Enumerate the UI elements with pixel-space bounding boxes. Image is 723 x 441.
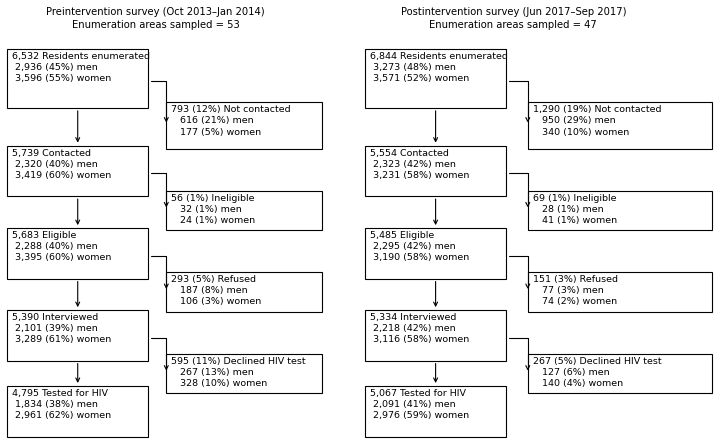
Text: 56 (1%) Ineligible
   32 (1%) men
   24 (1%) women: 56 (1%) Ineligible 32 (1%) men 24 (1%) w… [171, 194, 255, 225]
Text: 293 (5%) Refused
   187 (8%) men
   106 (3%) women: 293 (5%) Refused 187 (8%) men 106 (3%) w… [171, 275, 262, 306]
FancyBboxPatch shape [365, 386, 506, 437]
Text: 5,683 Eligible
 2,288 (40%) men
 3,395 (60%) women: 5,683 Eligible 2,288 (40%) men 3,395 (60… [12, 231, 111, 262]
Text: 793 (12%) Not contacted
   616 (21%) men
   177 (5%) women: 793 (12%) Not contacted 616 (21%) men 17… [171, 105, 291, 137]
FancyBboxPatch shape [166, 272, 322, 312]
FancyBboxPatch shape [7, 146, 148, 196]
Text: 5,554 Contacted
 2,323 (42%) men
 3,231 (58%) women: 5,554 Contacted 2,323 (42%) men 3,231 (5… [370, 149, 469, 180]
Text: 5,390 Interviewed
 2,101 (39%) men
 3,289 (61%) women: 5,390 Interviewed 2,101 (39%) men 3,289 … [12, 313, 111, 344]
Text: 5,334 Interviewed
 2,218 (42%) men
 3,116 (58%) women: 5,334 Interviewed 2,218 (42%) men 3,116 … [370, 313, 469, 344]
Text: 5,485 Eligible
 2,295 (42%) men
 3,190 (58%) women: 5,485 Eligible 2,295 (42%) men 3,190 (58… [370, 231, 469, 262]
FancyBboxPatch shape [166, 191, 322, 230]
Text: 267 (5%) Declined HIV test
   127 (6%) men
   140 (4%) women: 267 (5%) Declined HIV test 127 (6%) men … [533, 357, 662, 388]
FancyBboxPatch shape [528, 191, 712, 230]
Text: 1,290 (19%) Not contacted
   950 (29%) men
   340 (10%) women: 1,290 (19%) Not contacted 950 (29%) men … [533, 105, 662, 137]
Text: 4,795 Tested for HIV
 1,834 (38%) men
 2,961 (62%) women: 4,795 Tested for HIV 1,834 (38%) men 2,9… [12, 389, 111, 420]
FancyBboxPatch shape [528, 102, 712, 149]
Text: Preintervention survey (Oct 2013–Jan 2014)
Enumeration areas sampled = 53: Preintervention survey (Oct 2013–Jan 201… [46, 7, 265, 30]
Text: 5,739 Contacted
 2,320 (40%) men
 3,419 (60%) women: 5,739 Contacted 2,320 (40%) men 3,419 (6… [12, 149, 111, 180]
FancyBboxPatch shape [166, 354, 322, 393]
Text: 6,844 Residents enumerated
 3,273 (48%) men
 3,571 (52%) women: 6,844 Residents enumerated 3,273 (48%) m… [370, 52, 508, 83]
Text: 595 (11%) Declined HIV test
   267 (13%) men
   328 (10%) women: 595 (11%) Declined HIV test 267 (13%) me… [171, 357, 306, 388]
Text: 69 (1%) Ineligible
   28 (1%) men
   41 (1%) women: 69 (1%) Ineligible 28 (1%) men 41 (1%) w… [533, 194, 617, 225]
FancyBboxPatch shape [7, 386, 148, 437]
FancyBboxPatch shape [528, 354, 712, 393]
FancyBboxPatch shape [365, 146, 506, 196]
FancyBboxPatch shape [365, 228, 506, 279]
Text: 151 (3%) Refused
   77 (3%) men
   74 (2%) women: 151 (3%) Refused 77 (3%) men 74 (2%) wom… [533, 275, 618, 306]
FancyBboxPatch shape [365, 310, 506, 361]
FancyBboxPatch shape [7, 310, 148, 361]
Text: 6,532 Residents enumerated
 2,936 (45%) men
 3,596 (55%) women: 6,532 Residents enumerated 2,936 (45%) m… [12, 52, 150, 83]
FancyBboxPatch shape [365, 49, 506, 108]
Text: 5,067 Tested for HIV
 2,091 (41%) men
 2,976 (59%) women: 5,067 Tested for HIV 2,091 (41%) men 2,9… [370, 389, 469, 420]
FancyBboxPatch shape [166, 102, 322, 149]
FancyBboxPatch shape [528, 272, 712, 312]
FancyBboxPatch shape [7, 228, 148, 279]
FancyBboxPatch shape [7, 49, 148, 108]
Text: Postintervention survey (Jun 2017–Sep 2017)
Enumeration areas sampled = 47: Postintervention survey (Jun 2017–Sep 20… [401, 7, 626, 30]
